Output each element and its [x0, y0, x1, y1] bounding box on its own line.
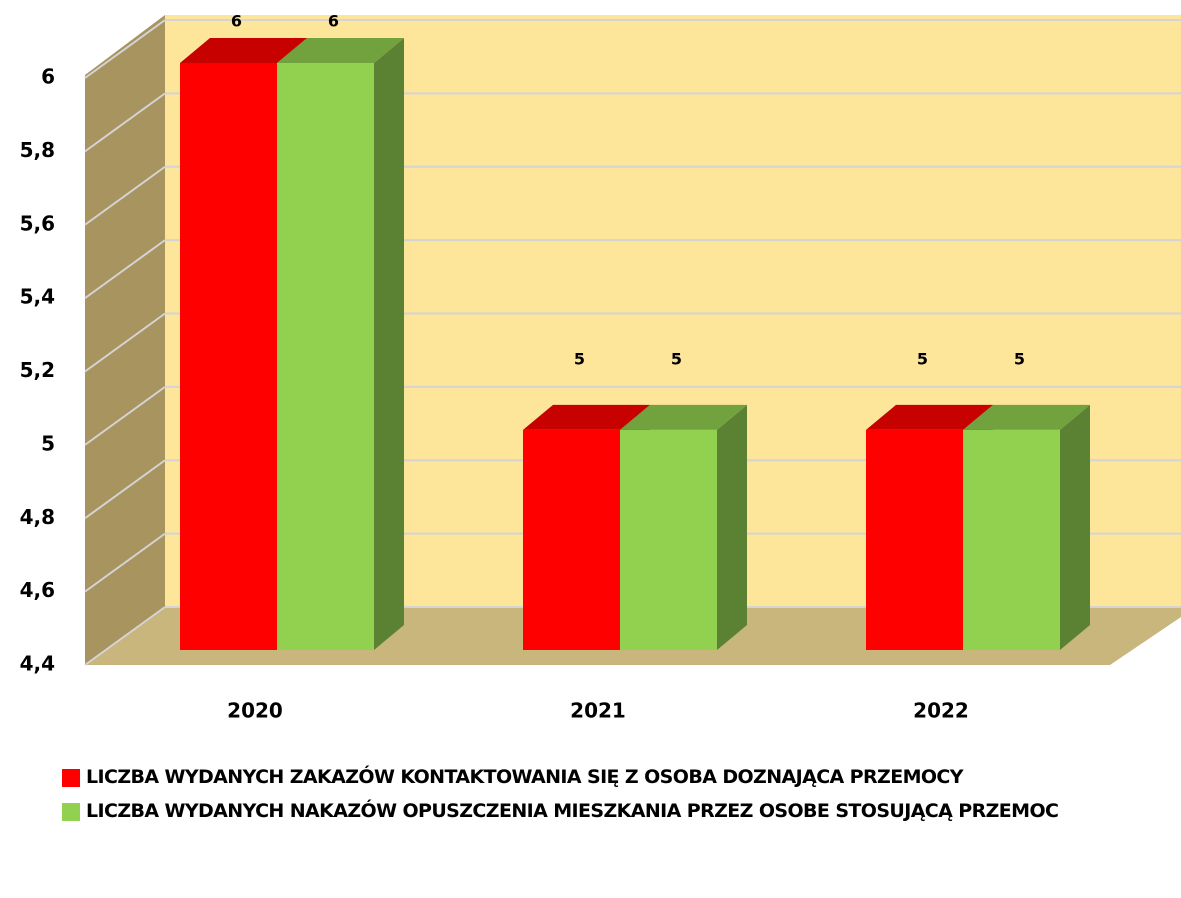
data-label: 5	[917, 349, 928, 368]
bar-top	[523, 404, 650, 430]
bar-side	[374, 38, 404, 650]
bar-side	[717, 404, 747, 650]
bar	[620, 429, 717, 650]
bar-top	[277, 38, 404, 63]
legend-item: LICZBA WYDANYCH NAKAZÓW OPUSZCZENIA MIES…	[58, 794, 1116, 828]
y-tick-label: 5,4	[20, 285, 55, 309]
grid-line	[84, 312, 166, 373]
grid-line	[84, 606, 166, 666]
legend: LICZBA WYDANYCH ZAKAZÓW KONTAKTOWANIA SI…	[58, 760, 1181, 828]
grid-line	[84, 165, 166, 226]
grid-line	[84, 19, 166, 79]
y-tick-label: 6	[41, 65, 55, 89]
data-label: 5	[574, 349, 585, 368]
bar	[963, 429, 1060, 650]
grid-line	[84, 532, 166, 593]
bar-side	[1060, 404, 1090, 650]
y-tick-label: 4,8	[20, 505, 55, 529]
legend-item: LICZBA WYDANYCH ZAKAZÓW KONTAKTOWANIA SI…	[58, 760, 1116, 794]
x-tick-label: 2021	[570, 699, 626, 723]
side-wall	[85, 15, 165, 665]
grid-line	[84, 386, 166, 446]
legend-label: LICZBA WYDANYCH ZAKAZÓW KONTAKTOWANIA SI…	[86, 766, 964, 788]
grid-line	[84, 239, 166, 299]
chart: 4,4 4,6 4,8 5 5,2 5,4 5,6 5,8 6 2020 6 6 2021 5 5 2022 5…	[20, 12, 1181, 723]
y-tick-label: 5,8	[20, 138, 55, 162]
y-tick-label: 5,2	[20, 358, 55, 382]
legend-swatch	[62, 769, 80, 787]
bar-top	[620, 404, 747, 430]
bar	[866, 429, 963, 650]
legend-swatch	[62, 803, 80, 821]
bar-top	[963, 404, 1090, 430]
legend-label: LICZBA WYDANYCH NAKAZÓW OPUSZCZENIA MIES…	[86, 800, 1059, 822]
y-tick-label: 5	[41, 431, 55, 455]
data-label: 5	[671, 349, 682, 368]
grid-line	[84, 459, 166, 520]
y-tick-label: 5,6	[20, 211, 55, 235]
bar	[180, 63, 277, 650]
x-tick-label: 2020	[227, 699, 283, 723]
bar	[277, 63, 374, 650]
y-tick-label: 4,6	[20, 578, 55, 602]
data-label: 6	[328, 12, 339, 31]
bar	[523, 429, 620, 650]
bar-top	[180, 38, 307, 63]
data-label: 6	[231, 12, 242, 31]
x-tick-label: 2022	[913, 699, 969, 723]
bar-top	[866, 404, 993, 430]
grid-line	[84, 92, 166, 153]
data-label: 5	[1014, 349, 1025, 368]
y-tick-label: 4,4	[20, 652, 55, 676]
